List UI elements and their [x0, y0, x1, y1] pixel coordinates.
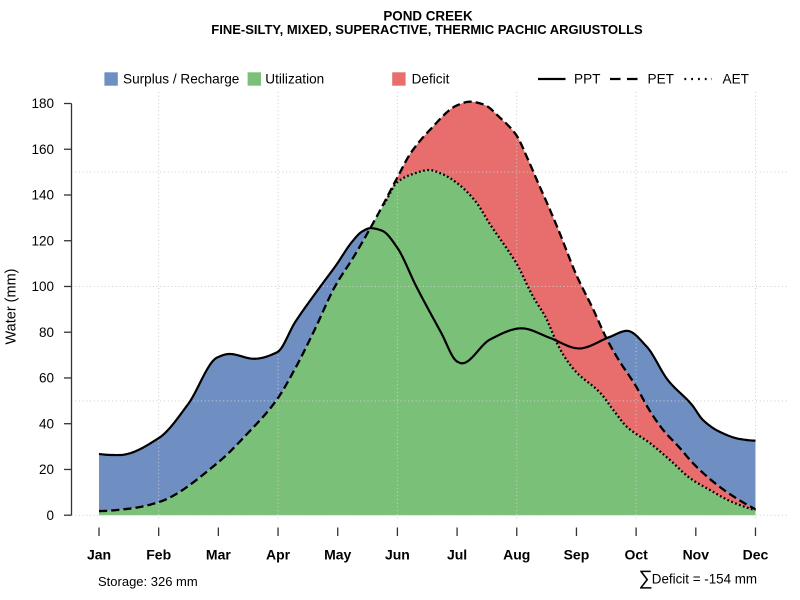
svg-text:Storage: 326 mm: Storage: 326 mm	[98, 574, 198, 589]
svg-text:Dec: Dec	[743, 547, 769, 563]
svg-text:120: 120	[31, 233, 54, 248]
svg-text:140: 140	[31, 188, 54, 203]
svg-text:180: 180	[31, 96, 54, 111]
svg-text:Deficit = -154 mm: Deficit = -154 mm	[652, 572, 757, 587]
svg-text:PET: PET	[648, 72, 674, 87]
svg-text:160: 160	[31, 142, 54, 157]
svg-text:AET: AET	[723, 72, 749, 87]
svg-text:May: May	[324, 547, 351, 563]
svg-text:Nov: Nov	[683, 547, 710, 563]
svg-text:40: 40	[39, 416, 54, 431]
svg-text:Apr: Apr	[266, 547, 291, 563]
svg-text:Feb: Feb	[146, 547, 171, 563]
svg-text:Mar: Mar	[206, 547, 231, 563]
svg-text:80: 80	[39, 325, 54, 340]
svg-text:0: 0	[46, 508, 54, 523]
svg-text:POND CREEK: POND CREEK	[383, 8, 473, 23]
svg-text:60: 60	[39, 371, 54, 386]
svg-text:Oct: Oct	[624, 547, 648, 563]
svg-text:20: 20	[39, 462, 54, 477]
svg-text:Deficit: Deficit	[412, 72, 450, 87]
svg-text:Aug: Aug	[503, 547, 530, 563]
svg-text:Sep: Sep	[564, 547, 590, 563]
svg-text:PPT: PPT	[574, 72, 600, 87]
svg-text:Utilization: Utilization	[265, 72, 324, 87]
svg-text:∑: ∑	[639, 568, 653, 590]
svg-text:FINE-SILTY, MIXED, SUPERACTIVE: FINE-SILTY, MIXED, SUPERACTIVE, THERMIC …	[211, 22, 643, 37]
svg-text:100: 100	[31, 279, 54, 294]
svg-text:Water (mm): Water (mm)	[4, 269, 20, 345]
svg-text:Jan: Jan	[87, 547, 111, 563]
svg-text:Jul: Jul	[447, 547, 467, 563]
svg-text:Jun: Jun	[385, 547, 410, 563]
svg-text:Surplus / Recharge: Surplus / Recharge	[123, 72, 239, 87]
